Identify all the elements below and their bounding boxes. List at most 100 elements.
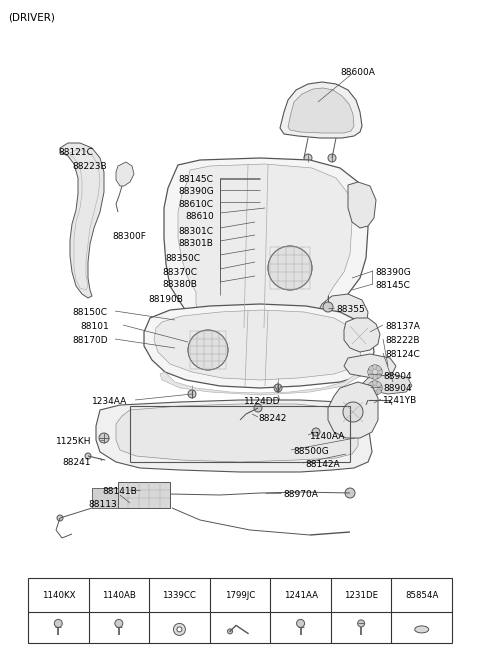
Text: 88145C: 88145C	[375, 281, 410, 290]
Circle shape	[377, 369, 383, 375]
Circle shape	[177, 627, 182, 632]
Polygon shape	[178, 164, 352, 328]
Polygon shape	[316, 294, 368, 342]
Text: 1241YB: 1241YB	[383, 396, 417, 405]
Circle shape	[99, 433, 109, 443]
Polygon shape	[288, 88, 354, 133]
Bar	[28, 578, 452, 643]
Circle shape	[304, 154, 312, 162]
Bar	[118, 482, 170, 508]
Text: 88600A: 88600A	[340, 68, 375, 77]
Text: 88150C: 88150C	[72, 308, 107, 317]
Text: 88370C: 88370C	[162, 268, 197, 277]
Text: 1125KH: 1125KH	[56, 437, 92, 446]
Text: 88904: 88904	[383, 372, 412, 381]
Text: 1140KX: 1140KX	[42, 591, 75, 600]
Circle shape	[368, 365, 382, 379]
Circle shape	[188, 390, 196, 398]
Text: 88223B: 88223B	[72, 162, 107, 171]
Polygon shape	[280, 82, 362, 138]
Text: 1140AB: 1140AB	[102, 591, 136, 600]
Text: 88142A: 88142A	[305, 460, 340, 469]
Text: 88300F: 88300F	[112, 232, 146, 241]
Polygon shape	[344, 318, 380, 352]
Polygon shape	[160, 372, 360, 395]
Polygon shape	[344, 354, 396, 378]
Text: 88121C: 88121C	[58, 148, 93, 157]
Circle shape	[268, 246, 312, 290]
Circle shape	[377, 386, 383, 390]
Text: 88190B: 88190B	[148, 295, 183, 304]
Text: 88242: 88242	[258, 414, 287, 423]
Bar	[92, 488, 118, 508]
Circle shape	[372, 364, 377, 369]
Circle shape	[173, 624, 185, 635]
Circle shape	[323, 302, 333, 312]
Text: 1241AA: 1241AA	[284, 591, 318, 600]
Circle shape	[188, 330, 228, 370]
Circle shape	[376, 366, 381, 371]
Polygon shape	[116, 162, 134, 186]
Text: 88355: 88355	[336, 305, 365, 314]
Text: 1231DE: 1231DE	[344, 591, 378, 600]
Text: 88124C: 88124C	[385, 350, 420, 359]
Text: 88904: 88904	[383, 384, 412, 393]
Text: 1124DD: 1124DD	[244, 397, 280, 406]
Text: 88301C: 88301C	[178, 227, 213, 236]
Circle shape	[312, 428, 320, 436]
Circle shape	[85, 453, 91, 459]
Polygon shape	[154, 310, 362, 380]
Text: 1339CC: 1339CC	[163, 591, 196, 600]
Text: 88141B: 88141B	[102, 487, 137, 496]
Circle shape	[345, 488, 355, 498]
Text: 88145C: 88145C	[178, 175, 213, 184]
Text: 85854A: 85854A	[405, 591, 438, 600]
Text: 88610: 88610	[185, 212, 214, 221]
Polygon shape	[164, 158, 368, 350]
Polygon shape	[96, 400, 372, 472]
Text: 88970A: 88970A	[283, 490, 318, 499]
Circle shape	[115, 620, 123, 627]
Circle shape	[372, 381, 377, 386]
Text: 88222B: 88222B	[385, 336, 420, 345]
Polygon shape	[116, 404, 358, 462]
Circle shape	[372, 375, 377, 379]
Polygon shape	[60, 143, 104, 298]
Circle shape	[54, 620, 62, 627]
Text: 88113: 88113	[88, 500, 117, 509]
Circle shape	[368, 386, 372, 390]
Circle shape	[369, 389, 374, 394]
Circle shape	[372, 390, 377, 396]
Text: 88500G: 88500G	[293, 447, 329, 456]
Circle shape	[343, 402, 363, 422]
Text: 88390G: 88390G	[178, 187, 214, 196]
Circle shape	[369, 366, 374, 371]
Text: 88301B: 88301B	[178, 239, 213, 248]
Text: 1799JC: 1799JC	[225, 591, 255, 600]
Text: 88380B: 88380B	[162, 280, 197, 289]
Circle shape	[369, 382, 374, 387]
Circle shape	[254, 404, 262, 412]
Circle shape	[328, 154, 336, 162]
Circle shape	[368, 381, 382, 395]
Text: 1140AA: 1140AA	[310, 432, 346, 441]
Polygon shape	[328, 382, 378, 438]
Polygon shape	[362, 374, 412, 394]
Circle shape	[368, 369, 372, 375]
Ellipse shape	[415, 626, 429, 633]
Polygon shape	[348, 182, 376, 228]
Text: 88241: 88241	[62, 458, 91, 467]
Circle shape	[228, 629, 232, 634]
Text: 88390G: 88390G	[375, 268, 411, 277]
Circle shape	[376, 382, 381, 387]
Text: 88350C: 88350C	[165, 254, 200, 263]
Circle shape	[274, 384, 282, 392]
Circle shape	[369, 373, 374, 378]
Circle shape	[297, 620, 305, 627]
Text: 1234AA: 1234AA	[92, 397, 127, 406]
Text: (DRIVER): (DRIVER)	[8, 12, 55, 22]
Circle shape	[376, 373, 381, 378]
Text: 88170D: 88170D	[72, 336, 108, 345]
Text: 88610C: 88610C	[178, 200, 213, 209]
Polygon shape	[144, 304, 374, 388]
